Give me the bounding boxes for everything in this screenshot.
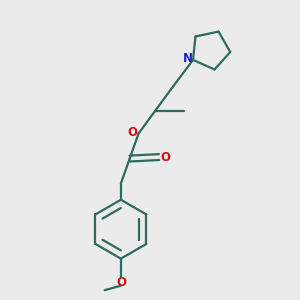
Text: O: O — [116, 276, 126, 289]
Text: O: O — [127, 126, 137, 140]
Text: O: O — [160, 151, 171, 164]
Text: N: N — [183, 52, 193, 65]
